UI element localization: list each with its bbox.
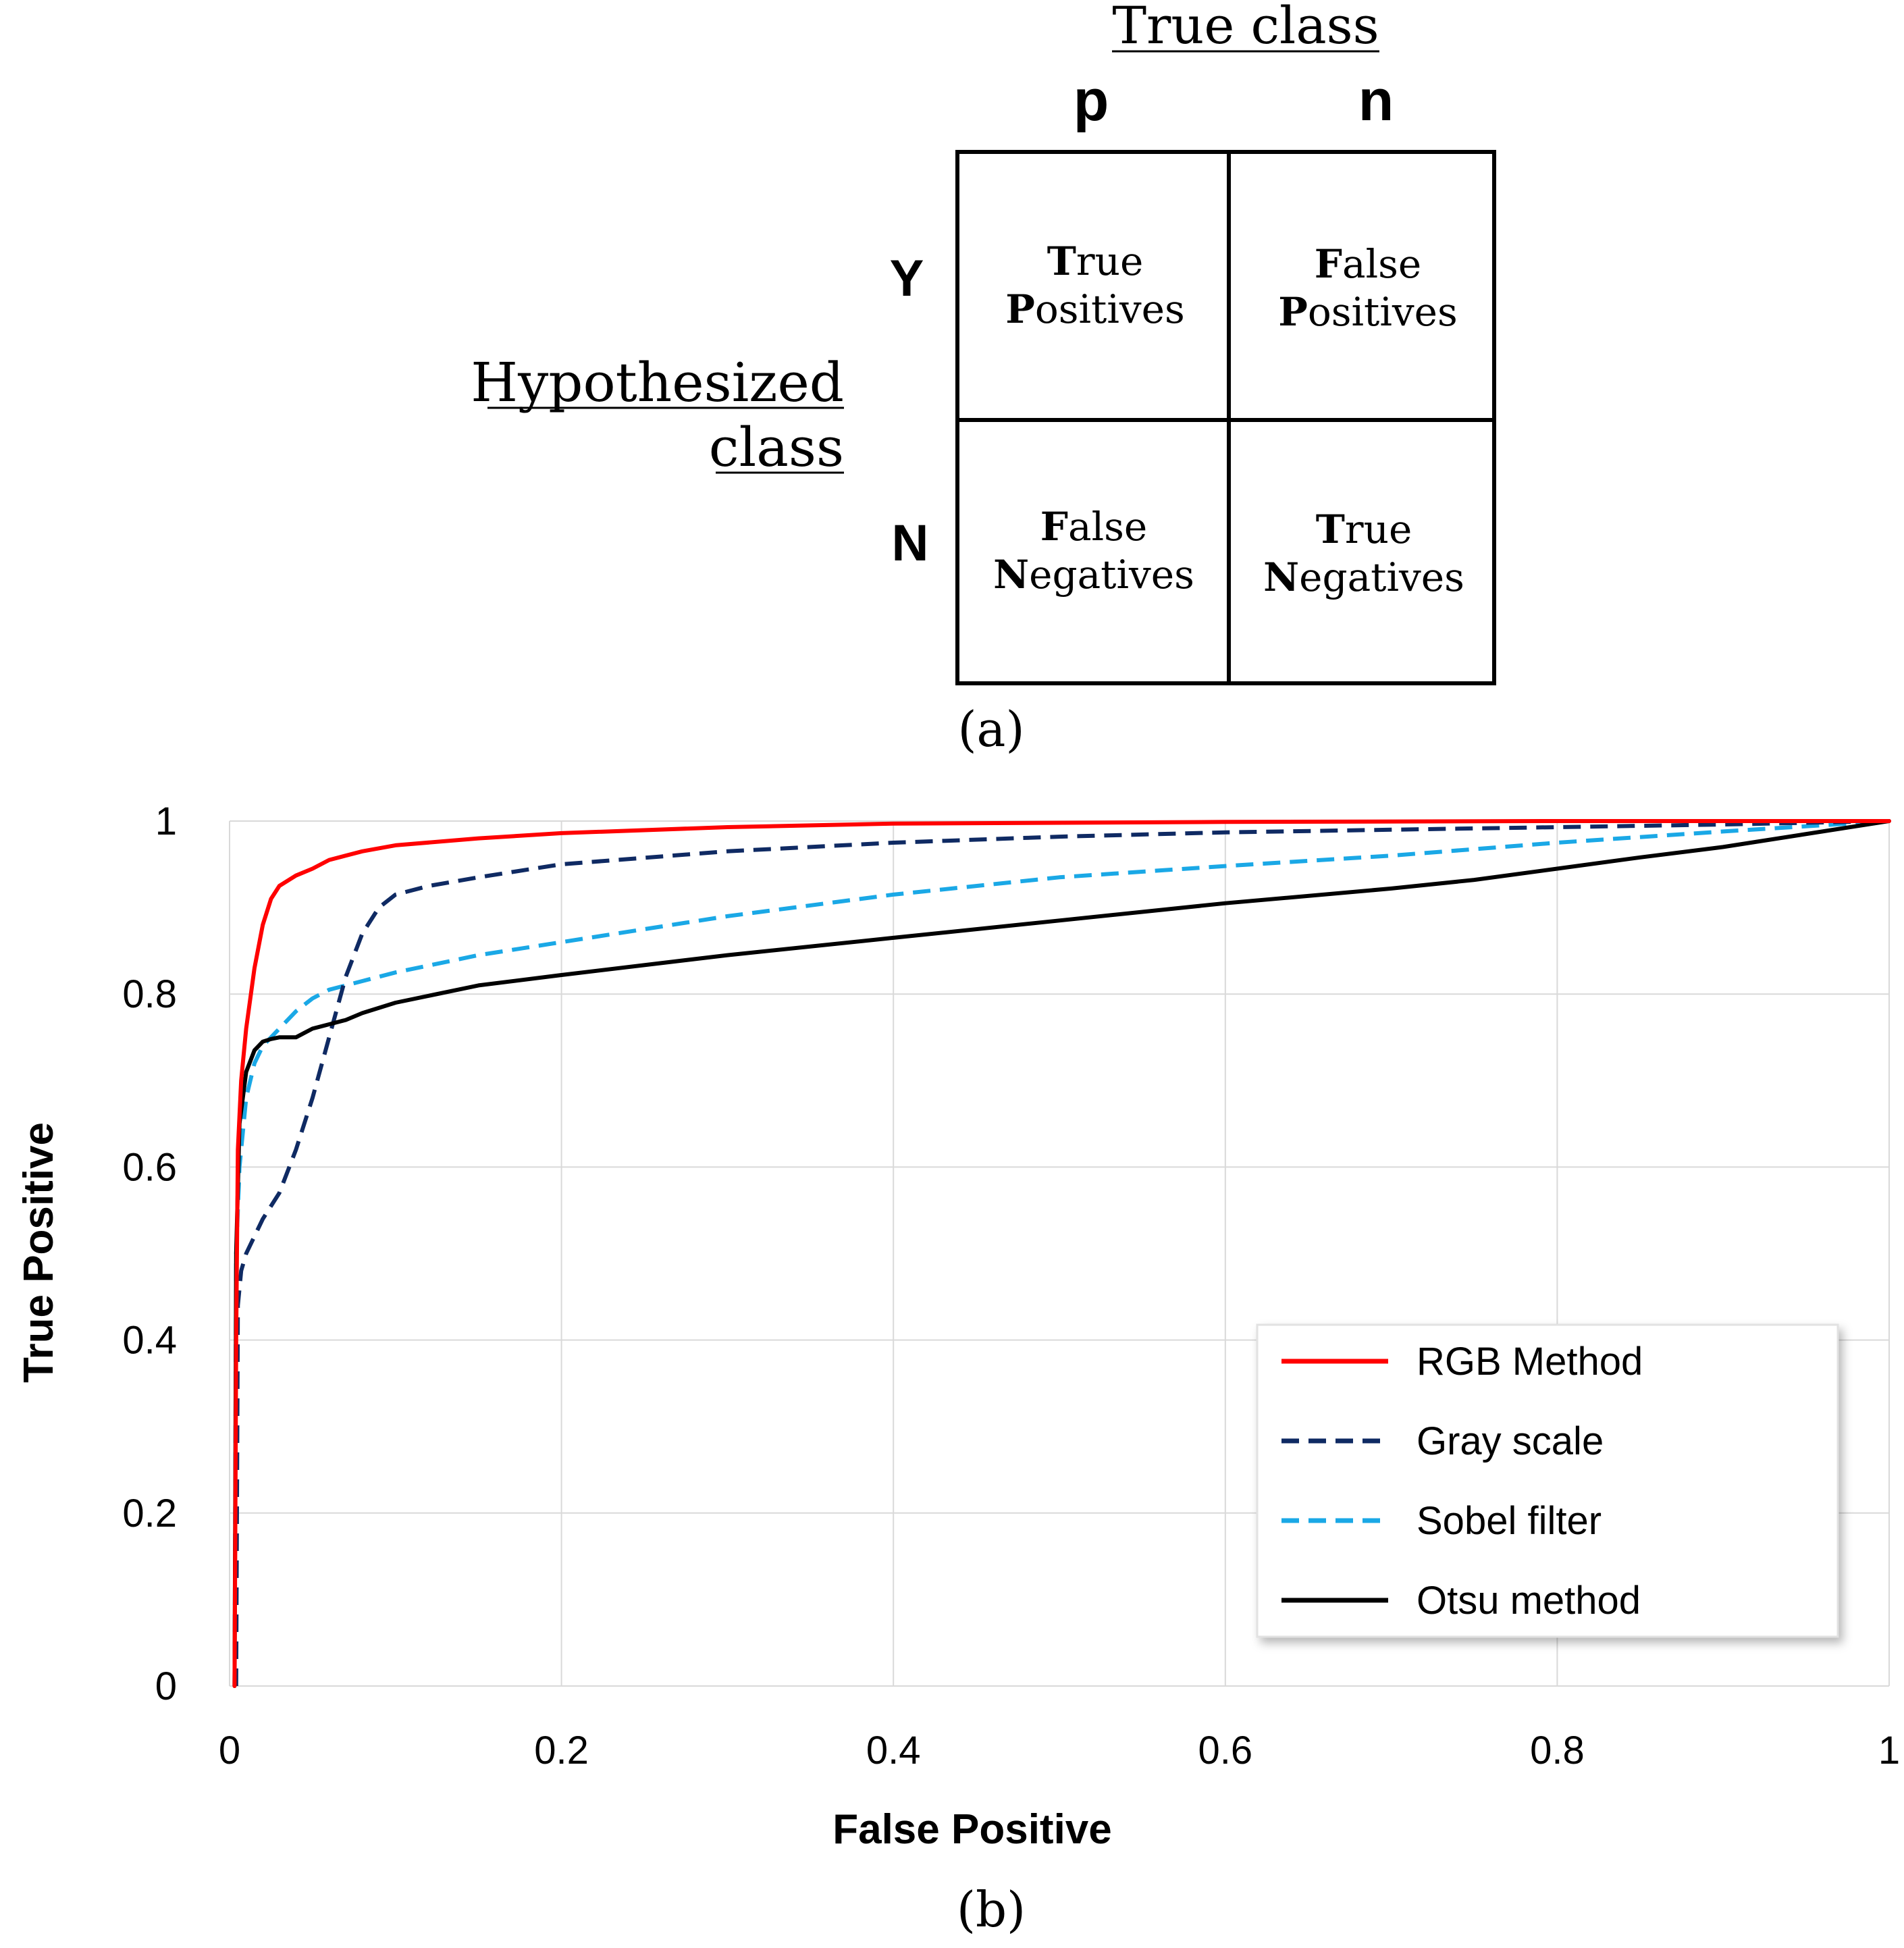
x-tick-label: 0.4	[866, 1729, 921, 1772]
y-tick-label: 0.8	[122, 972, 177, 1016]
cell-fn-rest-1: alse	[1068, 504, 1147, 550]
x-tick-labels: 0 0.2 0.4 0.6 0.8 1	[219, 1729, 1900, 1772]
cell-tn-initial-2: N	[1263, 554, 1299, 600]
cell-fn-initial-2: N	[993, 552, 1029, 598]
y-tick-label: 0	[155, 1664, 177, 1708]
true-class-label: True class	[1112, 0, 1379, 55]
y-axis-label: True Positive	[16, 1122, 62, 1383]
x-tick-label: 0.6	[1198, 1729, 1252, 1772]
confusion-matrix-panel: True class p n Y N Hypothesized class Tr…	[471, 0, 1496, 758]
svg-text:Positives: Positives	[1005, 286, 1185, 332]
x-tick-label: 1	[1878, 1729, 1900, 1772]
series-line-gray-scale	[234, 819, 1890, 1687]
x-axis-label: False Positive	[832, 1806, 1112, 1853]
svg-text:Negatives: Negatives	[993, 552, 1194, 598]
cell-fn-rest-2: egatives	[1029, 552, 1194, 598]
series-line-rgb-method	[232, 819, 1891, 1688]
hypothesized-class-line1: Hypothesized	[471, 351, 844, 414]
cell-tn-initial-1: T	[1316, 506, 1345, 552]
legend-label: RGB Method	[1417, 1340, 1643, 1384]
legend-box	[1256, 1323, 1839, 1638]
legend-label: Sobel filter	[1417, 1499, 1602, 1543]
cell-fn-initial-1: F	[1040, 504, 1068, 550]
row-header-y: Y	[890, 250, 924, 307]
svg-text:Positives: Positives	[1278, 289, 1458, 335]
legend-label: Otsu method	[1417, 1579, 1641, 1623]
svg-text:False: False	[1040, 504, 1147, 550]
svg-text:True: True	[1316, 506, 1412, 552]
cell-fp-initial-1: F	[1315, 241, 1342, 287]
svg-text:False: False	[1315, 241, 1421, 287]
y-tick-label: 0.4	[122, 1319, 177, 1363]
svg-text:True: True	[1047, 238, 1144, 284]
cell-true-negatives: True Negatives	[1263, 506, 1464, 600]
cell-fp-initial-2: P	[1278, 289, 1308, 335]
col-header-n: n	[1358, 68, 1394, 133]
cell-tp-rest-2: ositives	[1035, 286, 1185, 332]
svg-text:Negatives: Negatives	[1263, 554, 1464, 600]
cell-true-positives: True Positives	[1005, 238, 1185, 332]
row-header-n: N	[892, 515, 929, 572]
cell-tp-initial-1: T	[1047, 238, 1076, 284]
x-tick-label: 0.8	[1530, 1729, 1585, 1772]
matrix-grid-border	[955, 150, 1496, 685]
panel-a-caption: (a)	[957, 701, 1024, 758]
cell-tp-initial-2: P	[1005, 286, 1035, 332]
cell-false-negatives: False Negatives	[993, 504, 1194, 598]
cell-tn-rest-2: egatives	[1299, 554, 1464, 600]
hypothesized-class-line2: class	[709, 416, 844, 479]
cell-tp-rest-1: rue	[1076, 238, 1143, 284]
cell-tn-rest-1: rue	[1345, 506, 1412, 552]
legend-label: Gray scale	[1417, 1419, 1604, 1463]
legend: RGB Method Gray scale Sobel filter Otsu met…	[1256, 1323, 1839, 1638]
y-tick-label: 0.2	[122, 1492, 177, 1535]
y-tick-labels: 0 0.2 0.4 0.6 0.8 1	[122, 799, 177, 1708]
roc-chart: 0 0.2 0.4 0.6 0.8 1 0 0.2 0.4 0.6 0.8 1 False Posi…	[16, 799, 1900, 1938]
series-lines	[232, 819, 1891, 1688]
cell-fp-rest-1: alse	[1342, 241, 1421, 287]
panel-b-caption: (b)	[957, 1881, 1026, 1938]
col-header-p: p	[1074, 68, 1109, 133]
x-tick-label: 0.2	[534, 1729, 589, 1772]
series-line-sobel-filter	[232, 819, 1890, 1687]
cell-false-positives: False Positives	[1278, 241, 1458, 335]
series-line-otsu-method	[232, 819, 1891, 1688]
cell-fp-rest-2: ositives	[1308, 289, 1458, 335]
y-tick-label: 0.6	[122, 1145, 177, 1189]
y-tick-label: 1	[155, 799, 177, 843]
x-tick-label: 0	[219, 1729, 240, 1772]
